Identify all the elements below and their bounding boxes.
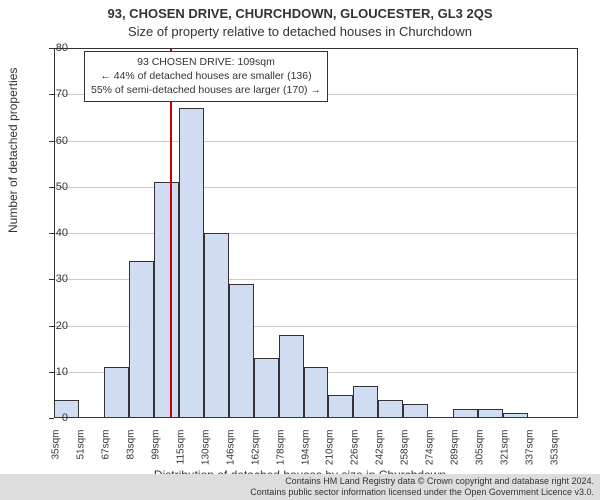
chart-title-sub: Size of property relative to detached ho… <box>0 24 600 39</box>
chart-title-main: 93, CHOSEN DRIVE, CHURCHDOWN, GLOUCESTER… <box>0 6 600 21</box>
xtick-label: 67sqm <box>100 430 111 470</box>
ytick-label: 0 <box>28 412 68 424</box>
xtick-label: 289sqm <box>450 430 461 470</box>
axis-right <box>577 48 578 418</box>
xtick-label: 258sqm <box>400 430 411 470</box>
plot-area-container <box>54 48 578 418</box>
xtick-label: 146sqm <box>225 430 236 470</box>
histogram-bar <box>204 233 229 418</box>
xtick-label: 337sqm <box>525 430 536 470</box>
ytick-label: 30 <box>28 273 68 285</box>
gridline <box>54 141 578 142</box>
xtick-label: 194sqm <box>300 430 311 470</box>
xtick-label: 353sqm <box>550 430 561 470</box>
axis-bottom <box>54 417 578 418</box>
histogram-bar <box>104 367 129 418</box>
annotation-line-1: 93 CHOSEN DRIVE: 109sqm <box>91 55 321 69</box>
histogram-bar <box>378 400 403 419</box>
property-marker-line <box>170 48 172 418</box>
gridline <box>54 187 578 188</box>
xtick-label: 242sqm <box>375 430 386 470</box>
histogram-bar <box>403 404 428 418</box>
ytick-label: 50 <box>28 181 68 193</box>
ytick-label: 80 <box>28 42 68 54</box>
footer-line-2: Contains public sector information licen… <box>0 487 594 498</box>
xtick-label: 305sqm <box>475 430 486 470</box>
histogram-bar <box>154 182 179 418</box>
annotation-box: 93 CHOSEN DRIVE: 109sqm ← 44% of detache… <box>84 51 328 102</box>
xtick-label: 162sqm <box>250 430 261 470</box>
footer-line-1: Contains HM Land Registry data © Crown c… <box>0 476 594 487</box>
xtick-label: 99sqm <box>150 430 161 470</box>
histogram-bar <box>179 108 204 418</box>
xtick-label: 274sqm <box>425 430 436 470</box>
xtick-label: 178sqm <box>275 430 286 470</box>
histogram-bar <box>279 335 304 418</box>
ytick-label: 20 <box>28 320 68 332</box>
gridline <box>54 233 578 234</box>
ytick-label: 60 <box>28 135 68 147</box>
ytick-label: 70 <box>28 88 68 100</box>
xtick-label: 51sqm <box>75 430 86 470</box>
annotation-line-2: ← 44% of detached houses are smaller (13… <box>91 69 321 83</box>
footer-attribution: Contains HM Land Registry data © Crown c… <box>0 474 600 500</box>
xtick-label: 321sqm <box>500 430 511 470</box>
histogram-bar <box>129 261 154 418</box>
histogram-bar <box>353 386 378 418</box>
xtick-label: 130sqm <box>200 430 211 470</box>
histogram-bar <box>229 284 254 418</box>
xtick-label: 226sqm <box>350 430 361 470</box>
xtick-label: 210sqm <box>325 430 336 470</box>
histogram-bar <box>328 395 353 418</box>
y-axis-label: Number of detached properties <box>6 68 20 233</box>
xtick-label: 83sqm <box>125 430 136 470</box>
histogram-bar <box>304 367 329 418</box>
xtick-label: 115sqm <box>175 430 186 470</box>
histogram-bar <box>254 358 279 418</box>
ytick-label: 40 <box>28 227 68 239</box>
ytick-label: 10 <box>28 366 68 378</box>
annotation-line-3: 55% of semi-detached houses are larger (… <box>91 83 321 97</box>
plot-area <box>54 48 578 418</box>
xtick-label: 35sqm <box>51 430 62 470</box>
axis-top <box>54 48 578 49</box>
